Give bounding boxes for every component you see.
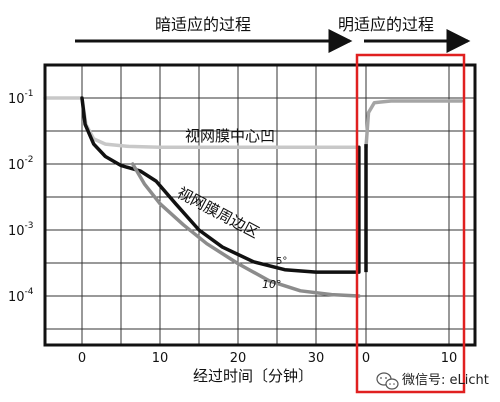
periphery-10deg-label: 10°	[262, 278, 282, 291]
y-tick-label: 10-2	[8, 155, 34, 173]
dark-phase-title: 暗适应的过程	[155, 15, 251, 34]
x-tick-label: 10	[441, 351, 458, 366]
x-tick-label: 0	[362, 351, 370, 366]
y-tick-label: 10-1	[8, 89, 34, 107]
fovea-label: 视网膜中心凹	[185, 127, 275, 145]
y-tick-label: 10-4	[8, 287, 34, 305]
x-tick-label: 0	[78, 351, 86, 366]
watermark-text: 微信号: eLicht	[402, 373, 489, 388]
wechat-icon	[376, 372, 399, 390]
periphery-5deg-label: 5°	[276, 256, 287, 267]
series-periphery-5deg	[80, 96, 361, 274]
watermark: 微信号: eLicht	[376, 372, 489, 390]
series-light-adaptation	[364, 99, 464, 149]
x-tick-label: 30	[308, 351, 325, 366]
x-tick-label: 10	[152, 351, 169, 366]
plot-area	[43, 63, 477, 347]
light-phase-title: 明适应的过程	[338, 15, 434, 34]
y-tick-label: 10-3	[8, 221, 34, 239]
light-adaptation-highlight	[355, 53, 466, 394]
x-axis-label: 经过时间〔分钟〕	[193, 367, 313, 385]
x-tick-label: 20	[230, 351, 247, 366]
series-periphery-10deg	[130, 162, 361, 298]
